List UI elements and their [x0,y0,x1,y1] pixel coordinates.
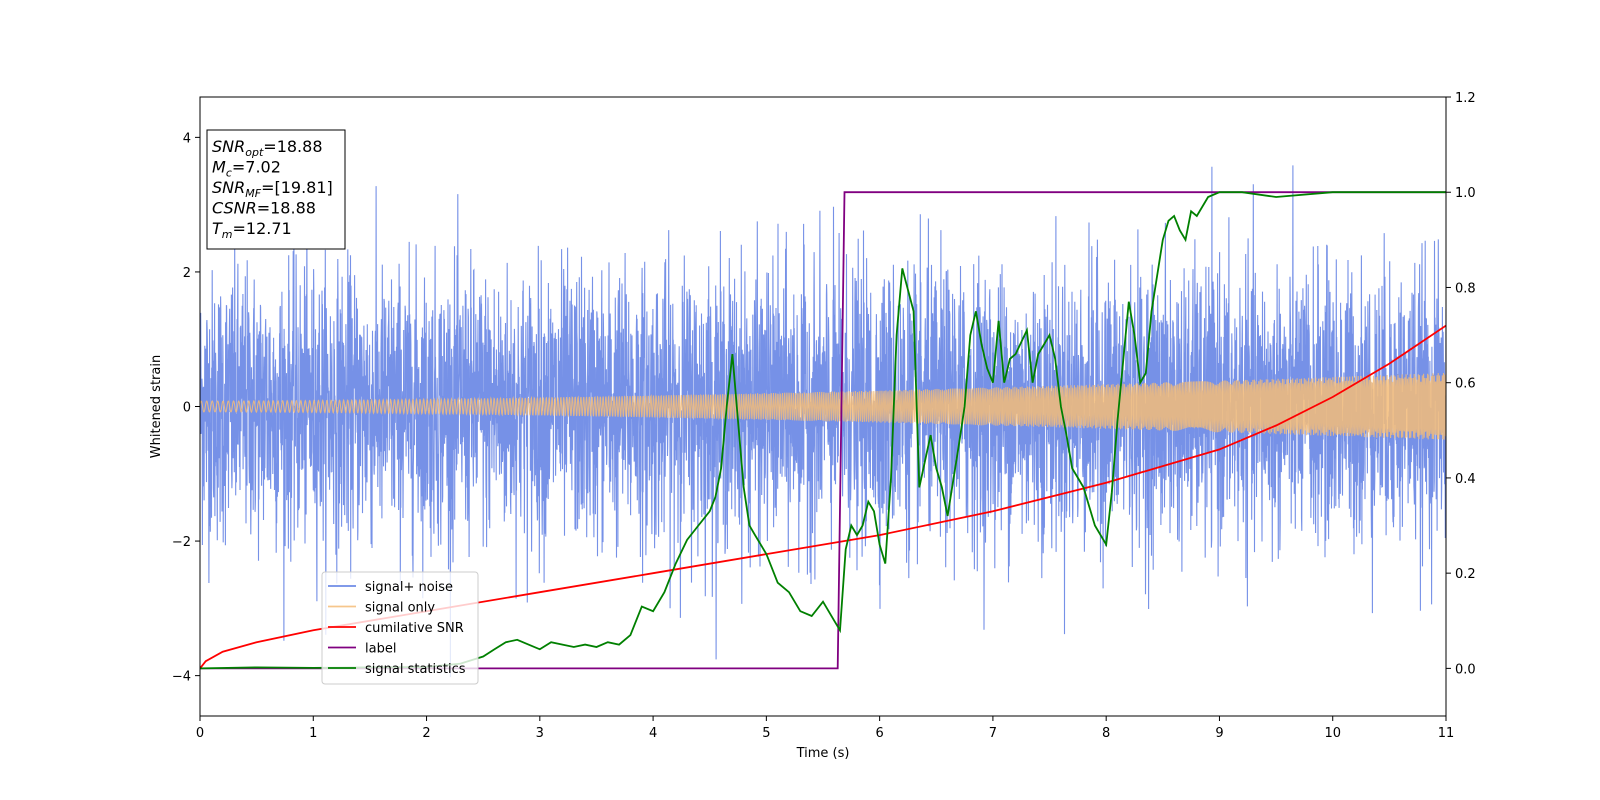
axes-layer: 0 1 2 3 4 5 6 7 8 9 10 11 −4 −2 0 2 4 0.0 0.2 0.4 0.6 0.8 1.0 1… [149,91,1476,761]
y-left-tick-label: −4 [172,670,191,685]
series-line [200,191,1446,670]
annotation-line: Mc=7.02 [212,158,281,180]
x-tick-label: 10 [1324,726,1341,741]
x-tick-label: 9 [1215,726,1223,741]
x-tick-label: 1 [309,726,317,741]
annotation-frame [206,129,346,250]
x-tick-label: 0 [196,726,204,741]
annotation-line: SNRMF=[19.81] [212,178,333,200]
y-left-tick-label: 4 [183,131,191,146]
legend-label: signal+ noise [365,580,453,595]
x-tick-label: 3 [536,726,544,741]
annotation-line: CSNR=18.88 [212,199,316,218]
y-right-tick-label: 1.0 [1455,186,1476,201]
y-right-tick-label: 0.8 [1455,281,1476,296]
legend-label: cumilative SNR [365,621,464,636]
legend-label: signal only [365,601,435,616]
y-right-tick-label: 0.0 [1455,662,1476,677]
legend-label: signal statistics [365,662,466,677]
series-layer [200,165,1446,678]
x-axis-label: Time (s) [796,746,850,761]
y-axis-label: Whitened strain [149,355,164,458]
y-right-tick-label: 0.2 [1455,567,1476,582]
series-signal-statistics [200,191,1446,670]
annotation-line: SNRopt=18.88 [212,137,323,159]
legend-label: label [365,642,396,657]
x-tick-label: 8 [1102,726,1110,741]
x-tick-label: 2 [422,726,430,741]
series-label [200,191,1446,670]
y-left-tick-label: −2 [172,535,191,550]
series-line [200,191,1446,670]
y-left-tick-label: 0 [183,401,191,416]
legend: signal+ noise signal only cumilative SNR la… [321,571,479,685]
x-tick-label: 5 [762,726,770,741]
y-right-tick-label: 0.6 [1455,377,1476,392]
annotation-box: SNRopt=18.88Mc=7.02SNRMF=[19.81]CSNR=18.… [206,129,346,250]
x-tick-label: 7 [989,726,997,741]
x-tick-label: 11 [1438,726,1455,741]
y-left-tick-label: 2 [183,266,191,281]
x-tick-label: 6 [875,726,883,741]
x-tick-label: 4 [649,726,657,741]
series-line [200,372,1446,440]
y-right-tick-label: 0.4 [1455,472,1476,487]
annotation-line: Tm=12.71 [212,219,292,241]
legend-frame [321,571,479,685]
series-signal-only [200,372,1446,440]
y-right-tick-label: 1.2 [1455,91,1476,106]
